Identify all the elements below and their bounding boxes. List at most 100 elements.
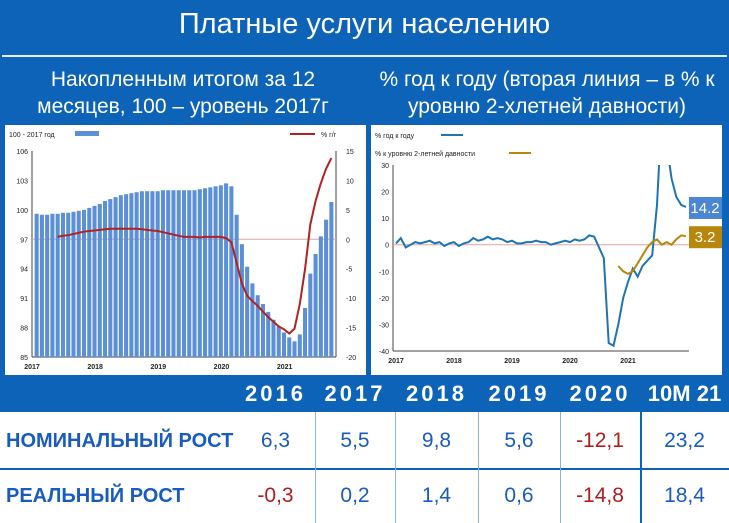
right-chart: % год к году % к уровню 2-летней давност…	[375, 133, 722, 365]
bar	[213, 186, 218, 357]
table-cell: -0,3	[257, 484, 294, 507]
bar	[313, 254, 318, 357]
table-cell: 18,4	[664, 484, 705, 507]
bar	[329, 202, 334, 357]
y-tick: -20	[379, 296, 389, 303]
bar	[113, 197, 118, 357]
right-y-tick: -15	[346, 326, 356, 333]
table-cell: 23,2	[664, 429, 705, 452]
header-year-2016: 2016	[245, 381, 306, 406]
bar	[39, 214, 44, 357]
table-cell: 5,6	[504, 429, 534, 452]
y-tick: 0	[385, 243, 389, 250]
right-y-tick: -10	[346, 296, 356, 303]
table-row-real: РЕАЛЬНЫЙ РОСТ -0,3 0,2 1,4 0,6 -14,8 18,…	[0, 469, 729, 523]
left-y-tick: 100	[16, 208, 28, 215]
page-title: Платные услуги населению	[178, 8, 551, 40]
y-tick: 20	[381, 190, 389, 197]
table-header: 2016 2017 2018 2019 2020 10М 21	[0, 376, 729, 412]
header-10m21: 10М 21	[647, 381, 722, 406]
right-subtitle: % год к году (вторая линия – в % к уровн…	[379, 68, 715, 118]
x-tick: 2017	[388, 358, 404, 365]
x-tick: 2018	[87, 364, 103, 371]
badge-yoy	[689, 196, 722, 219]
y-tick: -40	[379, 349, 389, 356]
x-tick: 2019	[504, 358, 520, 365]
left-y-tick: 103	[16, 178, 28, 185]
legend-2y-label: % к уровню 2-летней давности	[375, 150, 475, 158]
growth-table: 2016 2017 2018 2019 2020 10М 21 НОМИНАЛЬ…	[0, 376, 729, 523]
right-y-tick: 15	[346, 149, 354, 156]
y-tick: -10	[379, 269, 389, 276]
bar	[260, 304, 265, 357]
col-divider-strong	[640, 412, 642, 523]
bar	[160, 190, 165, 357]
yoy-line	[57, 157, 333, 335]
bar	[224, 183, 229, 357]
bar	[92, 205, 97, 357]
header-year-2017: 2017	[324, 381, 386, 406]
right-y-tick: 5	[346, 208, 350, 215]
bar	[81, 209, 87, 357]
row-divider	[0, 468, 729, 470]
header-year-2018: 2018	[406, 381, 467, 406]
bar	[292, 341, 297, 357]
left-chart-panel: 100 - 2017 год % г/г 106 103 100 97 94 91 88 85…	[5, 125, 366, 375]
bar	[118, 195, 123, 357]
table-cell: -12,1	[576, 429, 624, 452]
right-chart-panel: % год к году % к уровню 2-летней давност…	[371, 125, 722, 375]
bar	[266, 311, 271, 357]
bar	[229, 186, 234, 357]
y-tick: 10	[381, 216, 389, 223]
x-tick: 2019	[151, 364, 167, 371]
legend-bars-label: 100 - 2017 год	[9, 132, 55, 139]
header-year-2020: 2020	[569, 381, 631, 406]
bar	[171, 190, 176, 357]
table-cell: 1,4	[421, 484, 452, 507]
col-divider	[315, 412, 316, 523]
bar	[255, 295, 260, 357]
table-cell: 6,3	[260, 429, 291, 452]
bar	[129, 193, 134, 357]
row-label-real: РЕАЛЬНЫЙ РОСТ	[6, 485, 185, 507]
left-y-tick: 106	[16, 149, 28, 156]
bar	[97, 203, 102, 357]
bar	[287, 337, 292, 357]
bar	[281, 332, 287, 357]
left-chart: 100 - 2017 год % г/г 1061031009794918885…	[9, 131, 356, 371]
bar	[45, 214, 50, 357]
bar	[239, 244, 244, 357]
table-cell: 5,5	[340, 429, 370, 452]
header-year-2019: 2019	[488, 381, 550, 406]
bar	[250, 283, 255, 357]
bar	[245, 266, 250, 357]
bar	[155, 191, 160, 357]
table-row-nominal: НОМИНАЛЬНЫЙ РОСТ 6,3 5,5 9,8 5,6 -12,1 2…	[0, 414, 729, 468]
bar	[139, 191, 144, 357]
bar	[71, 211, 76, 357]
bar	[187, 190, 192, 357]
col-divider	[560, 412, 561, 523]
bar	[297, 334, 302, 357]
left-y-tick: 88	[20, 326, 28, 333]
right-y-tick: 10	[346, 178, 354, 185]
bar	[66, 212, 71, 357]
bar	[308, 273, 313, 357]
row-label-nominal: НОМИНАЛЬНЫЙ РОСТ	[6, 430, 234, 452]
table-cell: 9,8	[421, 429, 452, 452]
right-y-tick: -20	[346, 355, 356, 362]
table-cell: 0,2	[340, 484, 370, 507]
bar	[181, 190, 187, 357]
left-subtitle: Накопленным итогом за 12 месяцев, 100 – …	[37, 68, 329, 118]
x-tick: 2021	[620, 358, 636, 365]
legend-bar-swatch	[75, 131, 99, 136]
bar	[208, 187, 213, 357]
bar	[176, 190, 181, 357]
bar	[218, 185, 223, 357]
bar	[166, 190, 171, 357]
two-year-line	[617, 234, 687, 276]
col-divider	[478, 412, 479, 523]
right-y-tick: -5	[346, 267, 352, 274]
x-tick: 2020	[214, 364, 230, 371]
legend-yoy-label: % год к году	[375, 133, 415, 140]
